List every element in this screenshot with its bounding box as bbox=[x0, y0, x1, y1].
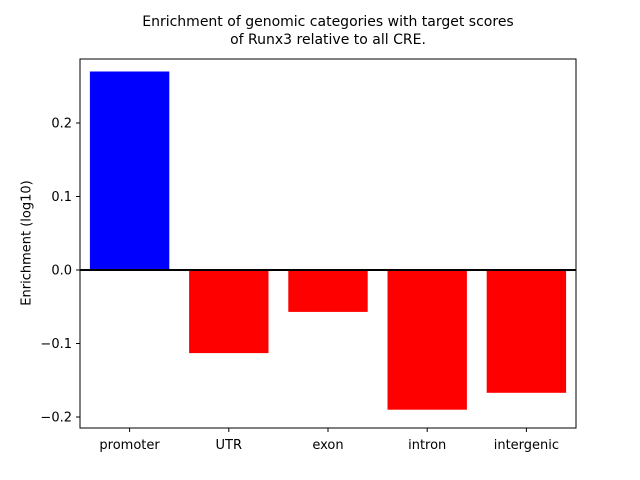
bar-intron bbox=[387, 270, 467, 410]
x-tick-label-intron: intron bbox=[408, 438, 446, 453]
y-tick-label: 0.2 bbox=[51, 117, 72, 132]
x-tick-label-promoter: promoter bbox=[99, 438, 160, 453]
bar-promoter bbox=[89, 71, 170, 270]
y-tick-label: 0.1 bbox=[51, 190, 72, 205]
x-tick-label-UTR: UTR bbox=[216, 438, 243, 453]
x-tick-label-intergenic: intergenic bbox=[494, 438, 559, 453]
chart-title: Enrichment of genomic categories with ta… bbox=[142, 14, 514, 49]
y-tick-label: −0.1 bbox=[40, 337, 72, 352]
bar-exon bbox=[288, 270, 368, 312]
y-tick-label: 0.0 bbox=[51, 264, 72, 279]
x-tick-label-exon: exon bbox=[312, 438, 343, 453]
bar-intergenic bbox=[486, 270, 567, 393]
y-tick-label: −0.2 bbox=[40, 411, 72, 426]
bar-UTR bbox=[189, 270, 269, 354]
